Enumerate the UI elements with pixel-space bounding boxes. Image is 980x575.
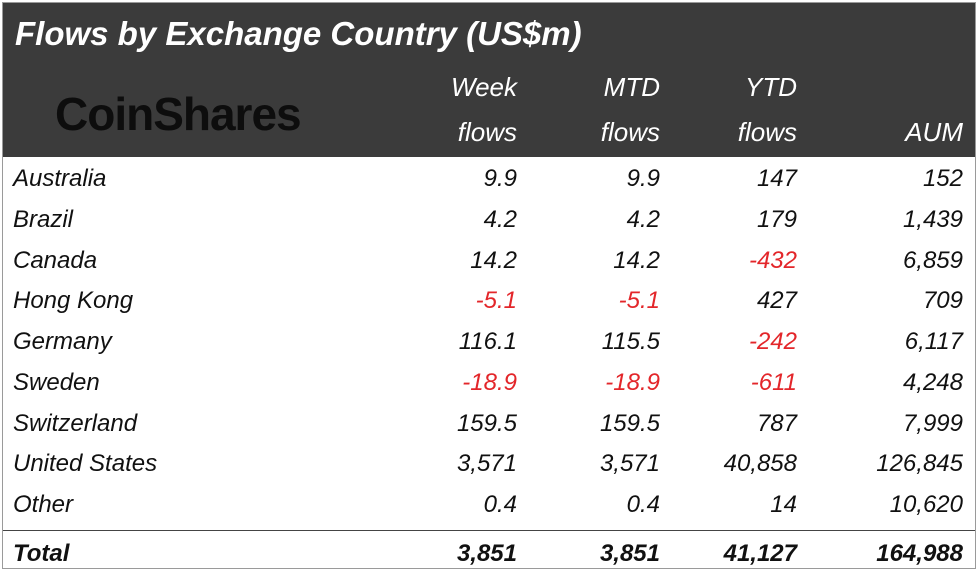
row-value: 159.5 — [456, 409, 517, 437]
row-value: 427 — [756, 287, 797, 315]
row-value: 0.4 — [483, 491, 517, 518]
row-value: 3,571 — [456, 450, 517, 478]
column-header: flows — [737, 117, 797, 147]
row-label: United States — [13, 450, 158, 478]
row-value: 7,999 — [902, 409, 963, 437]
row-value: -18.9 — [462, 368, 517, 396]
total-value: 41,127 — [723, 539, 797, 567]
row-value: 787 — [756, 409, 797, 437]
row-value: 709 — [922, 287, 963, 315]
row-label: Australia — [13, 165, 107, 192]
row-value: -432 — [748, 246, 797, 274]
row-value: 179 — [756, 205, 797, 233]
row-label: Hong Kong — [13, 287, 134, 315]
column-header: flows — [457, 117, 517, 147]
row-value: 14.2 — [613, 246, 660, 274]
logo: CoinShares — [55, 88, 302, 140]
row-value: 9.9 — [626, 165, 660, 192]
row-value: 6,859 — [902, 246, 963, 274]
row-value: 1,439 — [902, 205, 963, 233]
row-value: 14 — [770, 491, 797, 518]
row-value: 115.5 — [601, 328, 660, 355]
row-value: -18.9 — [605, 368, 660, 396]
column-header: Week — [451, 72, 517, 102]
row-value: -5.1 — [618, 287, 660, 315]
row-label: Switzerland — [13, 409, 138, 437]
column-header: AUM — [905, 117, 963, 147]
total-value: 3,851 — [599, 539, 660, 567]
row-value: -242 — [748, 328, 797, 355]
row-value: -611 — [750, 368, 797, 396]
total-value: 3,851 — [456, 539, 517, 567]
row-value: 10,620 — [889, 491, 963, 518]
total-value: 164,988 — [876, 539, 963, 567]
row-value: 0.4 — [626, 491, 660, 518]
total-label: Total — [13, 539, 70, 567]
row-label: Canada — [13, 246, 98, 274]
row-value: 116.1 — [458, 328, 517, 355]
row-value: 152 — [922, 165, 963, 192]
row-label: Other — [13, 491, 74, 518]
row-value: 4.2 — [626, 205, 660, 233]
row-value: 3,571 — [599, 450, 660, 478]
row-value: 9.9 — [483, 165, 517, 192]
total-rule — [3, 529, 975, 531]
row-label: Germany — [13, 328, 112, 355]
row-value: 4.2 — [483, 205, 517, 233]
row-label: Brazil — [13, 205, 74, 233]
row-value: 159.5 — [599, 409, 660, 437]
row-value: -5.1 — [475, 287, 517, 315]
row-value: 126,845 — [876, 450, 963, 478]
row-value: 6,117 — [904, 328, 963, 355]
header-band: Flows by Exchange Country (US$m) CoinSha… — [3, 3, 975, 157]
row-value: 40,858 — [723, 450, 797, 478]
title: Flows by Exchange Country (US$m) — [15, 15, 582, 52]
row-value: 4,248 — [902, 368, 963, 396]
row-value: 14.2 — [470, 246, 517, 274]
column-header: YTD — [745, 72, 797, 102]
column-header: MTD — [603, 72, 660, 102]
row-label: Sweden — [13, 368, 100, 396]
row-value: 147 — [756, 165, 797, 192]
column-header: flows — [600, 117, 660, 147]
